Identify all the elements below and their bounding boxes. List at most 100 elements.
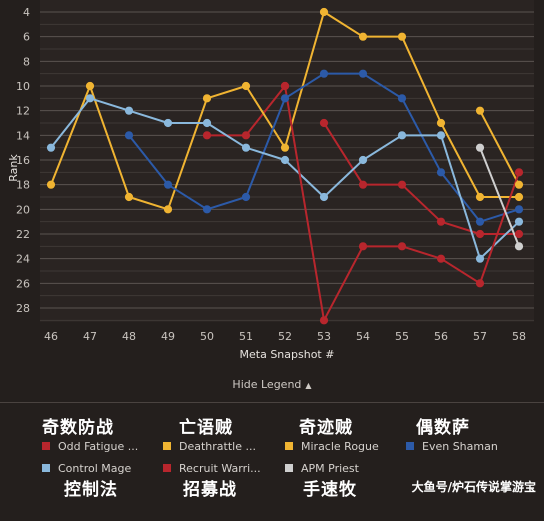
legend-label: Control Mage (58, 461, 132, 475)
series-point[interactable] (46, 143, 56, 152)
series-point[interactable] (280, 143, 290, 152)
series-point[interactable] (202, 131, 212, 140)
legend-label: Even Shaman (422, 439, 498, 453)
series-points (46, 7, 524, 325)
series-point[interactable] (163, 180, 173, 189)
series-point[interactable] (358, 69, 368, 78)
series-point[interactable] (397, 94, 407, 103)
series-point[interactable] (202, 118, 212, 128)
hide-legend-toggle[interactable]: Hide Legend ▲ (0, 378, 544, 391)
series-point[interactable] (397, 242, 407, 251)
series-point[interactable] (475, 254, 485, 263)
legend-overlay-apm-priest: 手速牧 (303, 480, 357, 500)
series-point[interactable] (358, 32, 368, 41)
legend-label: Miracle Rogue (301, 439, 379, 453)
series-point[interactable] (475, 279, 485, 288)
series-point[interactable] (436, 217, 446, 226)
legend-item-miracle-rogue[interactable]: 奇迹贼 Miracle Rogue (285, 413, 415, 473)
watermark: 大鱼号/炉石传说掌游宝 (411, 480, 536, 494)
y-tick-label: 24 (16, 253, 30, 266)
grid-lines (40, 11, 534, 321)
series-point[interactable] (46, 180, 56, 189)
series-point[interactable] (358, 180, 368, 189)
series-point[interactable] (475, 217, 485, 226)
series-point[interactable] (475, 143, 485, 152)
series-point[interactable] (280, 94, 290, 103)
legend: 奇数防战 Odd Fatigue ... 亡语贼 Deathrattle ...… (0, 402, 544, 501)
y-tick-label: 22 (16, 228, 30, 241)
legend-label: APM Priest (301, 461, 359, 475)
series-point[interactable] (319, 118, 329, 128)
y-tick-label: 8 (23, 55, 30, 68)
legend-swatch (163, 442, 171, 450)
legend-item-control-mage[interactable]: Control Mage 控制法 (42, 461, 172, 521)
series-point[interactable] (514, 229, 524, 239)
series-point[interactable] (397, 180, 407, 189)
legend-item-deathrattle[interactable]: 亡语贼 Deathrattle ... (163, 413, 293, 473)
legend-item-odd-fatigue[interactable]: 奇数防战 Odd Fatigue ... (42, 413, 172, 473)
series-point[interactable] (124, 131, 134, 140)
x-tick-label: 57 (473, 330, 487, 343)
y-axis-title: Rank (7, 154, 20, 182)
series-point[interactable] (241, 143, 251, 152)
series-point[interactable] (124, 106, 134, 115)
legend-overlay-recruit-warrior: 招募战 (183, 480, 237, 500)
series-point[interactable] (475, 106, 485, 115)
series-point[interactable] (241, 131, 251, 140)
series-point[interactable] (514, 205, 524, 214)
series-point[interactable] (202, 205, 212, 214)
series-point[interactable] (163, 118, 173, 128)
series-point[interactable] (514, 242, 524, 251)
series-point[interactable] (397, 131, 407, 140)
series-point[interactable] (358, 242, 368, 251)
series-point[interactable] (319, 192, 329, 202)
legend-label: Recruit Warri... (179, 461, 261, 475)
series-point[interactable] (514, 180, 524, 189)
series-point[interactable] (280, 81, 290, 91)
series-point[interactable] (319, 316, 329, 325)
x-tick-label: 56 (434, 330, 448, 343)
y-tick-label: 28 (16, 302, 30, 315)
series-point[interactable] (319, 7, 329, 17)
y-tick-label: 4 (23, 6, 30, 19)
series-point[interactable] (436, 168, 446, 177)
series-point[interactable] (397, 32, 407, 41)
series-point[interactable] (436, 131, 446, 140)
series-point[interactable] (163, 205, 173, 214)
series-point[interactable] (514, 168, 524, 177)
series-point[interactable] (85, 81, 95, 91)
series-point[interactable] (85, 94, 95, 103)
series-point[interactable] (514, 192, 524, 202)
x-axis-title: Meta Snapshot # (240, 348, 335, 361)
series-point[interactable] (280, 155, 290, 165)
series-point[interactable] (202, 94, 212, 103)
series-point[interactable] (475, 229, 485, 239)
x-tick-label: 50 (200, 330, 214, 343)
series-point[interactable] (436, 118, 446, 128)
series-point[interactable] (436, 254, 446, 263)
legend-swatch (163, 464, 171, 472)
y-tick-label: 14 (16, 129, 30, 142)
series-point[interactable] (124, 192, 134, 202)
legend-item-apm-priest[interactable]: APM Priest 手速牧 (285, 461, 415, 521)
series-line (479, 147, 520, 247)
legend-swatch (406, 442, 414, 450)
x-tick-label: 47 (83, 330, 97, 343)
x-tick-label: 48 (122, 330, 136, 343)
x-tick-label: 46 (44, 330, 58, 343)
x-tick-label: 51 (239, 330, 253, 343)
legend-item-recruit-warrior[interactable]: Recruit Warri... 招募战 (163, 461, 293, 521)
legend-item-even-shaman[interactable]: 偶数萨 Even Shaman (406, 413, 536, 473)
series-point[interactable] (241, 192, 251, 202)
x-tick-labels: 46 47 48 49 50 51 52 53 54 55 56 57 58 (44, 330, 526, 343)
legend-label: Deathrattle ... (179, 439, 256, 453)
series-point[interactable] (514, 217, 524, 226)
series-point[interactable] (475, 192, 485, 202)
series-point[interactable] (319, 69, 329, 78)
series-point[interactable] (358, 155, 368, 165)
x-tick-label: 55 (395, 330, 409, 343)
y-tick-label: 26 (16, 277, 30, 290)
legend-overlay-deathrattle: 亡语贼 (179, 418, 233, 438)
series-point[interactable] (241, 81, 251, 91)
